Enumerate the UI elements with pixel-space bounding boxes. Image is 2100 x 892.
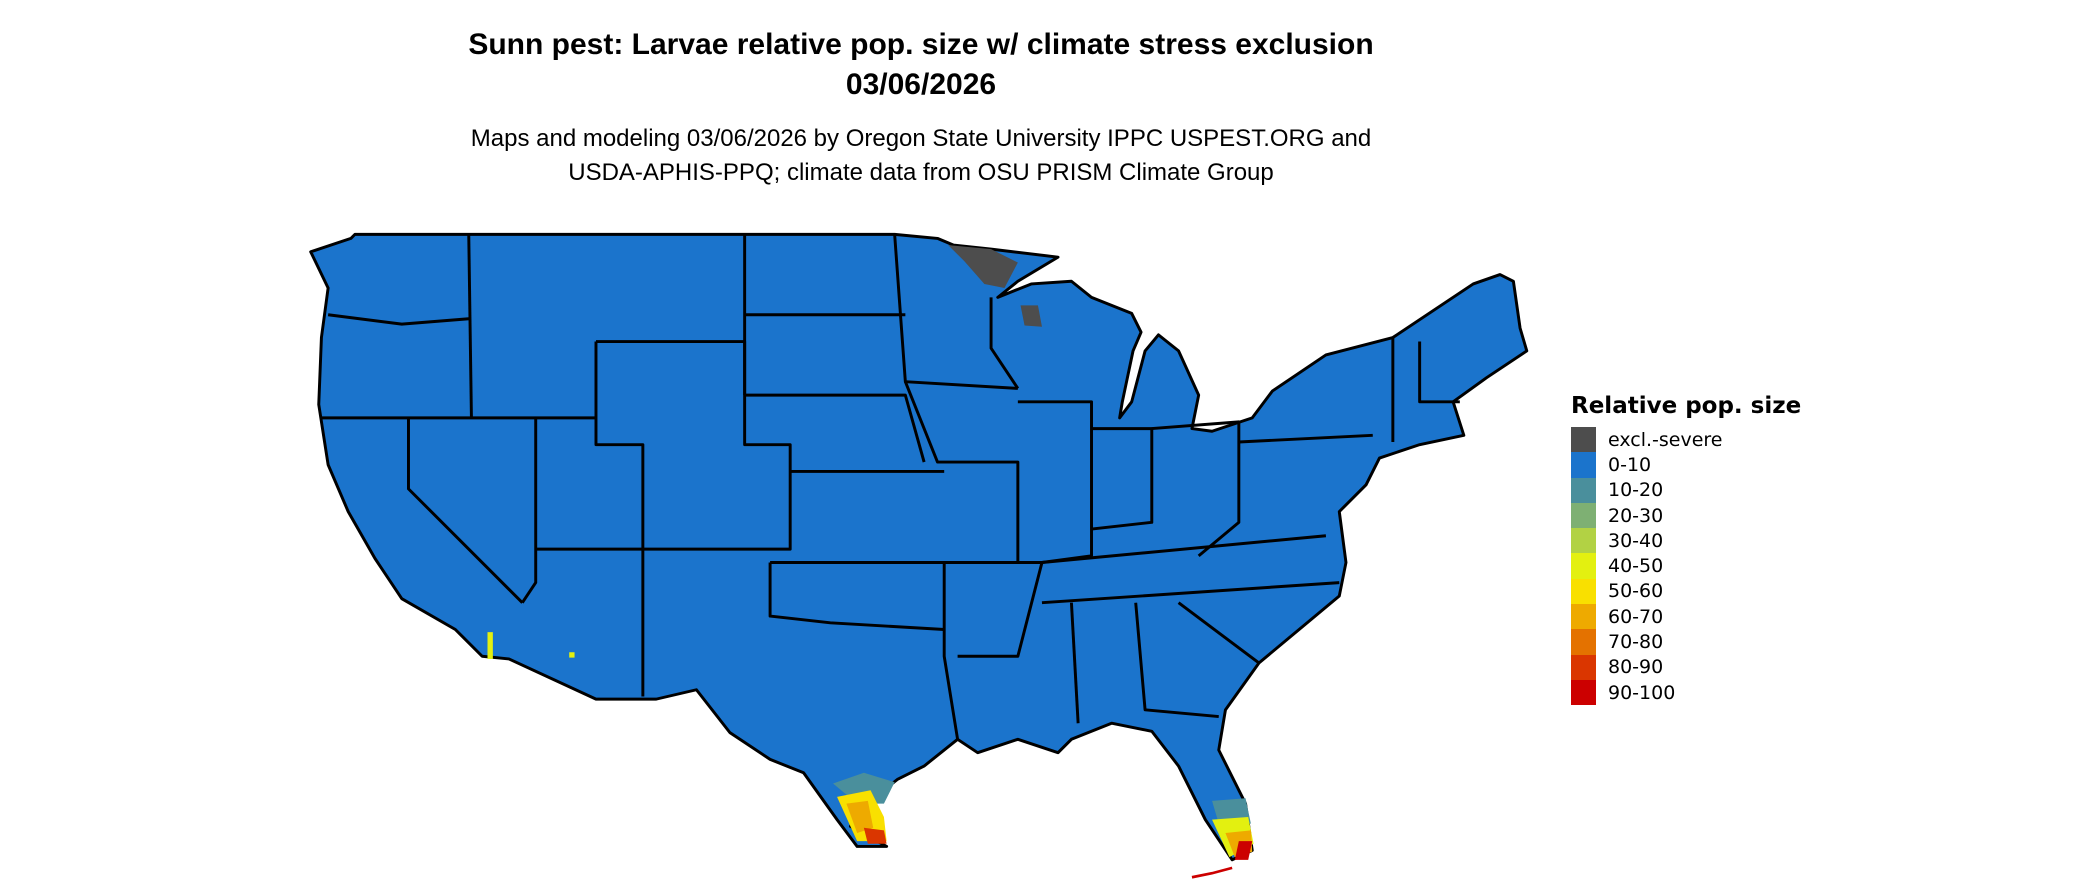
legend-item: 60-70	[1571, 604, 1801, 630]
legend-item: 90-100	[1571, 679, 1801, 706]
legend-item: 20-30	[1571, 502, 1801, 529]
legend-item: excl.-severe	[1571, 427, 1801, 453]
legend-item: 10-20	[1571, 477, 1801, 503]
legend-swatch	[1571, 502, 1596, 529]
legend-items: excl.-severe 0-10 10-20 20-30 30-40 40-50 50-6…	[1571, 427, 1801, 706]
legend-label: 80-90	[1608, 656, 1664, 679]
legend-label: 70-80	[1608, 631, 1664, 654]
legend-label: 10-20	[1608, 479, 1664, 502]
florida-hotspot	[1191, 798, 1254, 879]
legend-label: 50-60	[1608, 580, 1664, 603]
legend-item: 40-50	[1571, 553, 1801, 579]
legend-item: 50-60	[1571, 578, 1801, 605]
legend-swatch	[1571, 604, 1596, 630]
legend-item: 0-10	[1571, 452, 1801, 478]
legend-label: 30-40	[1608, 529, 1664, 552]
legend-swatch	[1571, 427, 1596, 453]
legend-swatch	[1571, 578, 1596, 605]
legend-label: 60-70	[1608, 605, 1664, 628]
legend-title: Relative pop. size	[1571, 393, 1802, 419]
legend-item: 30-40	[1571, 528, 1801, 554]
legend-label: 0-10	[1608, 453, 1652, 476]
legend: Relative pop. size excl.-severe 0-10 10-20…	[1571, 393, 1802, 706]
map-title: Sunn pest: Larvae relative pop. size w/ …	[468, 28, 1374, 61]
legend-swatch	[1571, 629, 1596, 655]
subtitle-line-1: Maps and modeling 03/06/2026 by Oregon S…	[470, 125, 1372, 152]
legend-swatch	[1571, 528, 1596, 554]
legend-label: 20-30	[1608, 504, 1664, 527]
legend-swatch	[1571, 553, 1596, 579]
legend-item: 70-80	[1571, 629, 1801, 655]
arizona-spots	[487, 632, 575, 659]
legend-swatch	[1571, 477, 1596, 503]
texas-hotspot	[833, 772, 895, 844]
us-outline	[309, 232, 1529, 862]
excluded-areas	[948, 245, 1042, 327]
map-date: 03/06/2026	[845, 68, 997, 101]
legend-swatch	[1571, 654, 1596, 680]
legend-item: 80-90	[1571, 654, 1801, 680]
state-borders	[321, 234, 1460, 740]
legend-swatch	[1571, 679, 1596, 706]
legend-label: excl.-severe	[1608, 428, 1723, 451]
legend-label: 90-100	[1608, 681, 1676, 704]
subtitle-line-2: USDA-APHIS-PPQ; climate data from OSU PR…	[568, 159, 1274, 186]
legend-label: 40-50	[1608, 555, 1664, 578]
legend-swatch	[1571, 452, 1596, 478]
